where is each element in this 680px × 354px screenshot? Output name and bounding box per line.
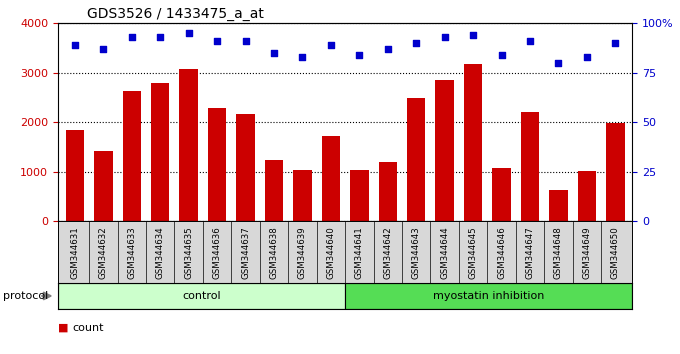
Text: GSM344636: GSM344636 bbox=[213, 226, 222, 279]
Point bbox=[524, 38, 535, 44]
Bar bbox=[379, 162, 397, 221]
Text: myostatin inhibition: myostatin inhibition bbox=[433, 291, 545, 301]
Point bbox=[581, 54, 592, 59]
Text: GSM344637: GSM344637 bbox=[241, 226, 250, 279]
Bar bbox=[208, 108, 226, 221]
Bar bbox=[293, 170, 311, 221]
Text: GDS3526 / 1433475_a_at: GDS3526 / 1433475_a_at bbox=[86, 7, 263, 21]
Point bbox=[354, 52, 364, 58]
Text: protocol: protocol bbox=[3, 291, 49, 301]
Point bbox=[297, 54, 308, 59]
Point bbox=[610, 40, 621, 46]
Bar bbox=[521, 112, 539, 221]
Text: GSM344634: GSM344634 bbox=[156, 226, 165, 279]
Point bbox=[439, 34, 450, 40]
Text: GSM344649: GSM344649 bbox=[582, 226, 592, 279]
Text: GSM344641: GSM344641 bbox=[355, 226, 364, 279]
Bar bbox=[606, 123, 624, 221]
Text: GSM344647: GSM344647 bbox=[526, 226, 534, 279]
Bar bbox=[345, 283, 632, 309]
Point bbox=[69, 42, 80, 48]
Bar bbox=[180, 69, 198, 221]
Text: control: control bbox=[182, 291, 221, 301]
Point bbox=[98, 46, 109, 52]
Text: GSM344639: GSM344639 bbox=[298, 226, 307, 279]
Text: count: count bbox=[73, 323, 104, 333]
Point bbox=[183, 30, 194, 36]
Bar bbox=[577, 171, 596, 221]
Point bbox=[211, 38, 222, 44]
Point bbox=[155, 34, 166, 40]
Point bbox=[468, 32, 479, 38]
Bar bbox=[94, 151, 113, 221]
Bar bbox=[236, 114, 255, 221]
Bar bbox=[265, 160, 284, 221]
Text: GSM344640: GSM344640 bbox=[326, 226, 335, 279]
Bar bbox=[492, 168, 511, 221]
Text: GSM344633: GSM344633 bbox=[127, 226, 136, 279]
Text: GSM344638: GSM344638 bbox=[269, 226, 279, 279]
Bar bbox=[58, 283, 345, 309]
Bar bbox=[66, 130, 84, 221]
Text: GSM344645: GSM344645 bbox=[469, 226, 477, 279]
Text: GSM344643: GSM344643 bbox=[411, 226, 421, 279]
Bar bbox=[435, 80, 454, 221]
Bar bbox=[549, 189, 568, 221]
Point bbox=[240, 38, 251, 44]
Text: ■: ■ bbox=[58, 323, 72, 333]
Text: GSM344648: GSM344648 bbox=[554, 226, 563, 279]
Text: GSM344650: GSM344650 bbox=[611, 226, 620, 279]
Bar bbox=[322, 136, 340, 221]
Bar bbox=[350, 170, 369, 221]
Text: GSM344642: GSM344642 bbox=[384, 226, 392, 279]
Point bbox=[326, 42, 337, 48]
Text: GSM344646: GSM344646 bbox=[497, 226, 506, 279]
Point bbox=[496, 52, 507, 58]
Point bbox=[269, 50, 279, 56]
Bar bbox=[407, 98, 426, 221]
Bar bbox=[122, 91, 141, 221]
Text: GSM344644: GSM344644 bbox=[440, 226, 449, 279]
Point bbox=[382, 46, 393, 52]
Point bbox=[126, 34, 137, 40]
Point bbox=[411, 40, 422, 46]
Text: GSM344631: GSM344631 bbox=[70, 226, 80, 279]
Text: GSM344635: GSM344635 bbox=[184, 226, 193, 279]
Bar bbox=[464, 64, 482, 221]
Bar bbox=[151, 84, 169, 221]
Text: GSM344632: GSM344632 bbox=[99, 226, 108, 279]
Point bbox=[553, 60, 564, 65]
